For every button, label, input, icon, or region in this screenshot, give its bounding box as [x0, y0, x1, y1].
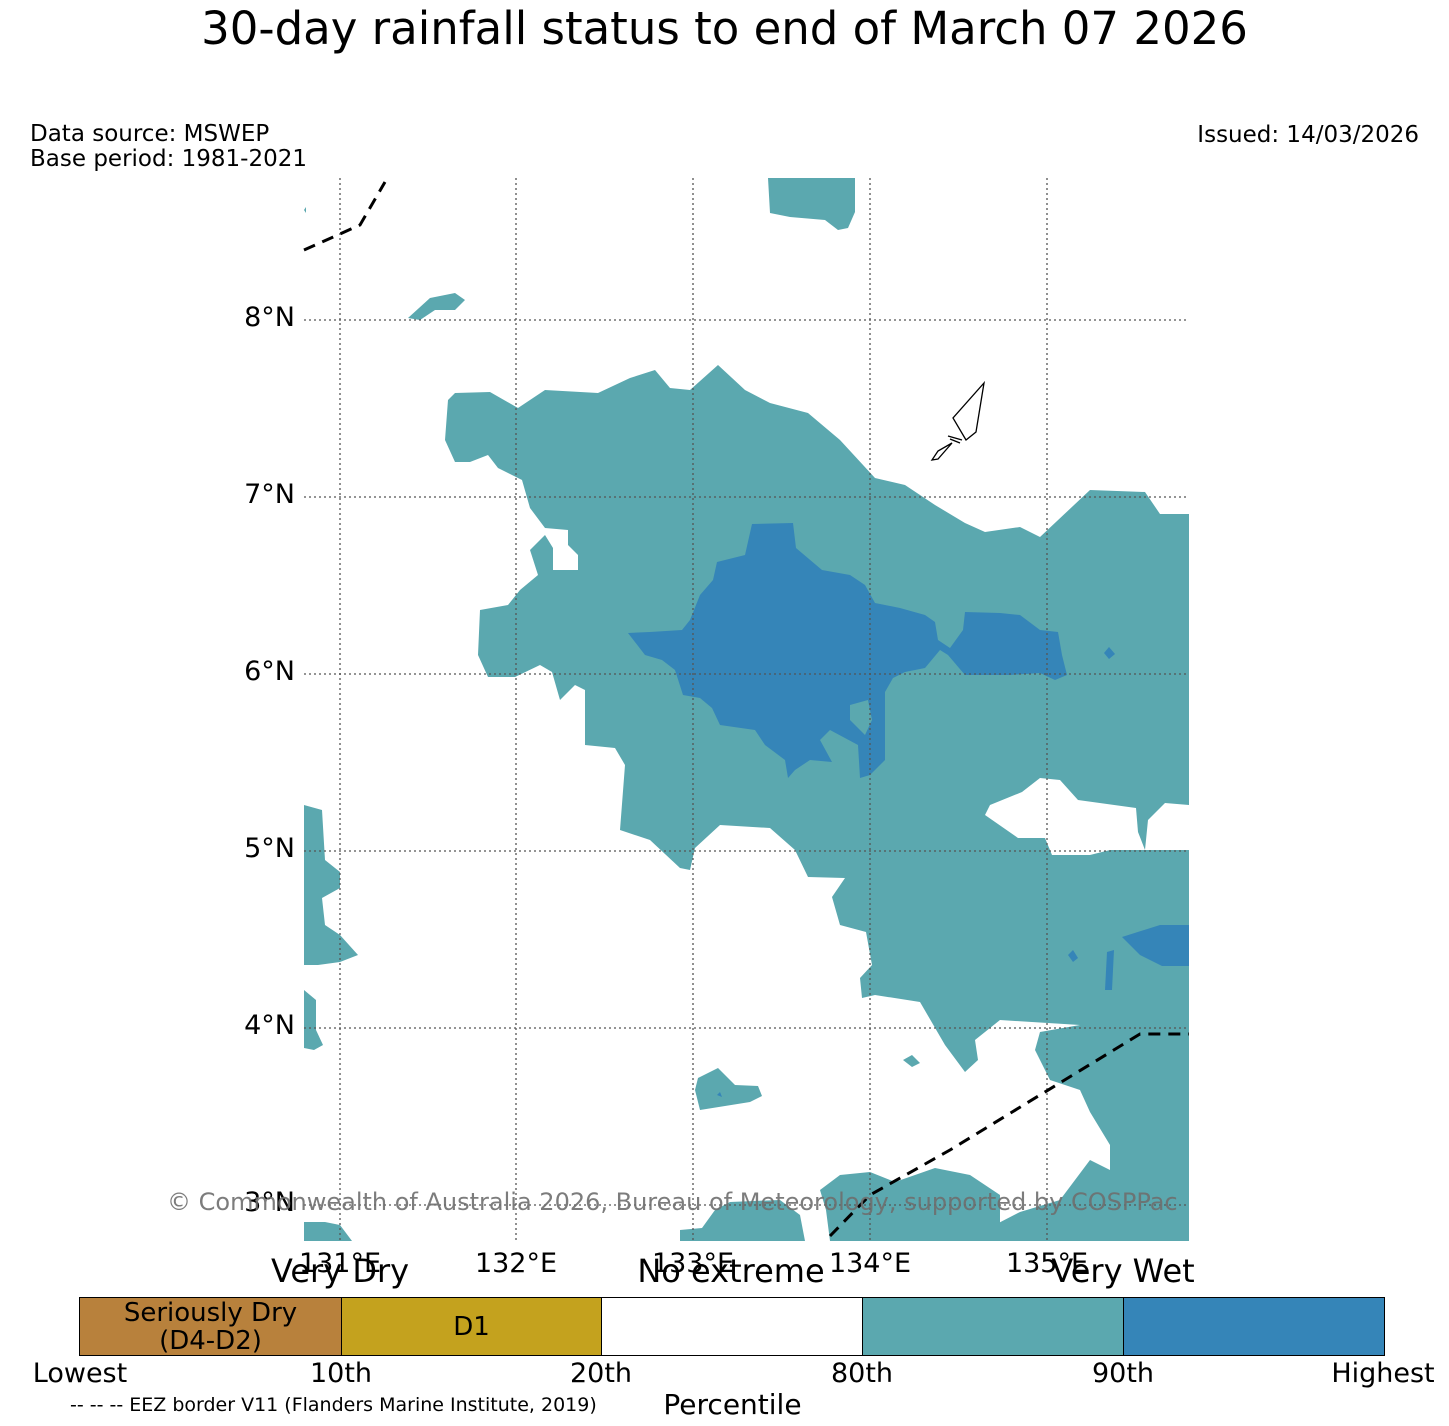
wet-region-west-2: [304, 990, 323, 1050]
lat-label: 3°N: [244, 1187, 295, 1218]
very-wet-dot-2: [1068, 950, 1078, 962]
wet-region-west: [304, 805, 358, 965]
very-wet-region-strip: [1105, 950, 1114, 990]
wet-region-main: [445, 365, 1189, 1241]
very-wet-dot: [1104, 647, 1115, 659]
wet-region-islet: [408, 293, 465, 320]
wet-region-sw: [304, 1222, 352, 1241]
legend-segment: D1: [342, 1298, 602, 1355]
percentile-colorbar: [79, 1297, 1385, 1356]
data-source-info: Data source: MSWEP Base period: 1981-202…: [30, 122, 307, 172]
lat-label: 6°N: [244, 656, 295, 687]
legend-tick: Highest: [1331, 1358, 1435, 1389]
legend-segment: Seriously Dry (D4-D2): [80, 1298, 342, 1355]
wet-region-south: [680, 1200, 805, 1241]
copyright-watermark: © Commonwealth of Australia 2026, Bureau…: [167, 1188, 1178, 1216]
lon-label: 133°E: [651, 1248, 735, 1279]
lon-label: 131°E: [298, 1248, 382, 1279]
legend-segment-label: Seriously Dry (D4-D2): [123, 1297, 298, 1356]
legend-tick: 20th: [569, 1358, 633, 1389]
legend-segment: [602, 1298, 863, 1355]
wet-region-north: [768, 178, 855, 230]
very-wet-dot-3: [717, 1092, 722, 1097]
wet-region-small: [695, 1068, 762, 1110]
lat-label: 4°N: [244, 1010, 295, 1041]
legend-category: No extreme: [637, 1252, 825, 1290]
legend-segment: [1124, 1298, 1384, 1355]
island-outline: [930, 380, 986, 461]
very-wet-regions: [628, 523, 1189, 1097]
wet-region-dot-2: [304, 207, 306, 213]
legend-category: Very Wet: [1051, 1252, 1195, 1290]
issued-date: Issued: 14/03/2026: [1197, 122, 1419, 148]
legend-category: Very Dry: [270, 1252, 410, 1290]
lat-label: 7°N: [244, 479, 295, 510]
legend-tick: 80th: [830, 1358, 894, 1389]
very-wet-region-main: [628, 523, 1067, 778]
legend-tick: 90th: [1091, 1358, 1155, 1389]
graticule: [304, 178, 1189, 1241]
chart-title: 30-day rainfall status to end of March 0…: [201, 2, 1248, 55]
legend-tick: 10th: [309, 1358, 373, 1389]
lon-label: 135°E: [1005, 1248, 1089, 1279]
percentile-axis-label: Percentile: [663, 1388, 802, 1421]
lat-label: 8°N: [244, 302, 295, 333]
base-period: Base period: 1981-2021: [30, 146, 308, 172]
eez-note: -- -- -- EEZ border V11 (Flanders Marine…: [70, 1394, 597, 1416]
wet-regions: [304, 178, 1189, 1241]
eez-border: [303, 181, 1189, 1238]
legend-tick: Lowest: [32, 1358, 128, 1389]
legend-segment: [863, 1298, 1124, 1355]
data-source: Data source: MSWEP: [30, 121, 270, 147]
legend-segment-label: D1: [453, 1311, 490, 1342]
lon-label: 134°E: [828, 1248, 912, 1279]
lat-label: 5°N: [244, 833, 295, 864]
very-wet-region-east: [1122, 925, 1189, 966]
lon-label: 132°E: [474, 1248, 558, 1279]
very-wet-hole: [850, 700, 872, 735]
wet-region-dot: [903, 1055, 920, 1067]
